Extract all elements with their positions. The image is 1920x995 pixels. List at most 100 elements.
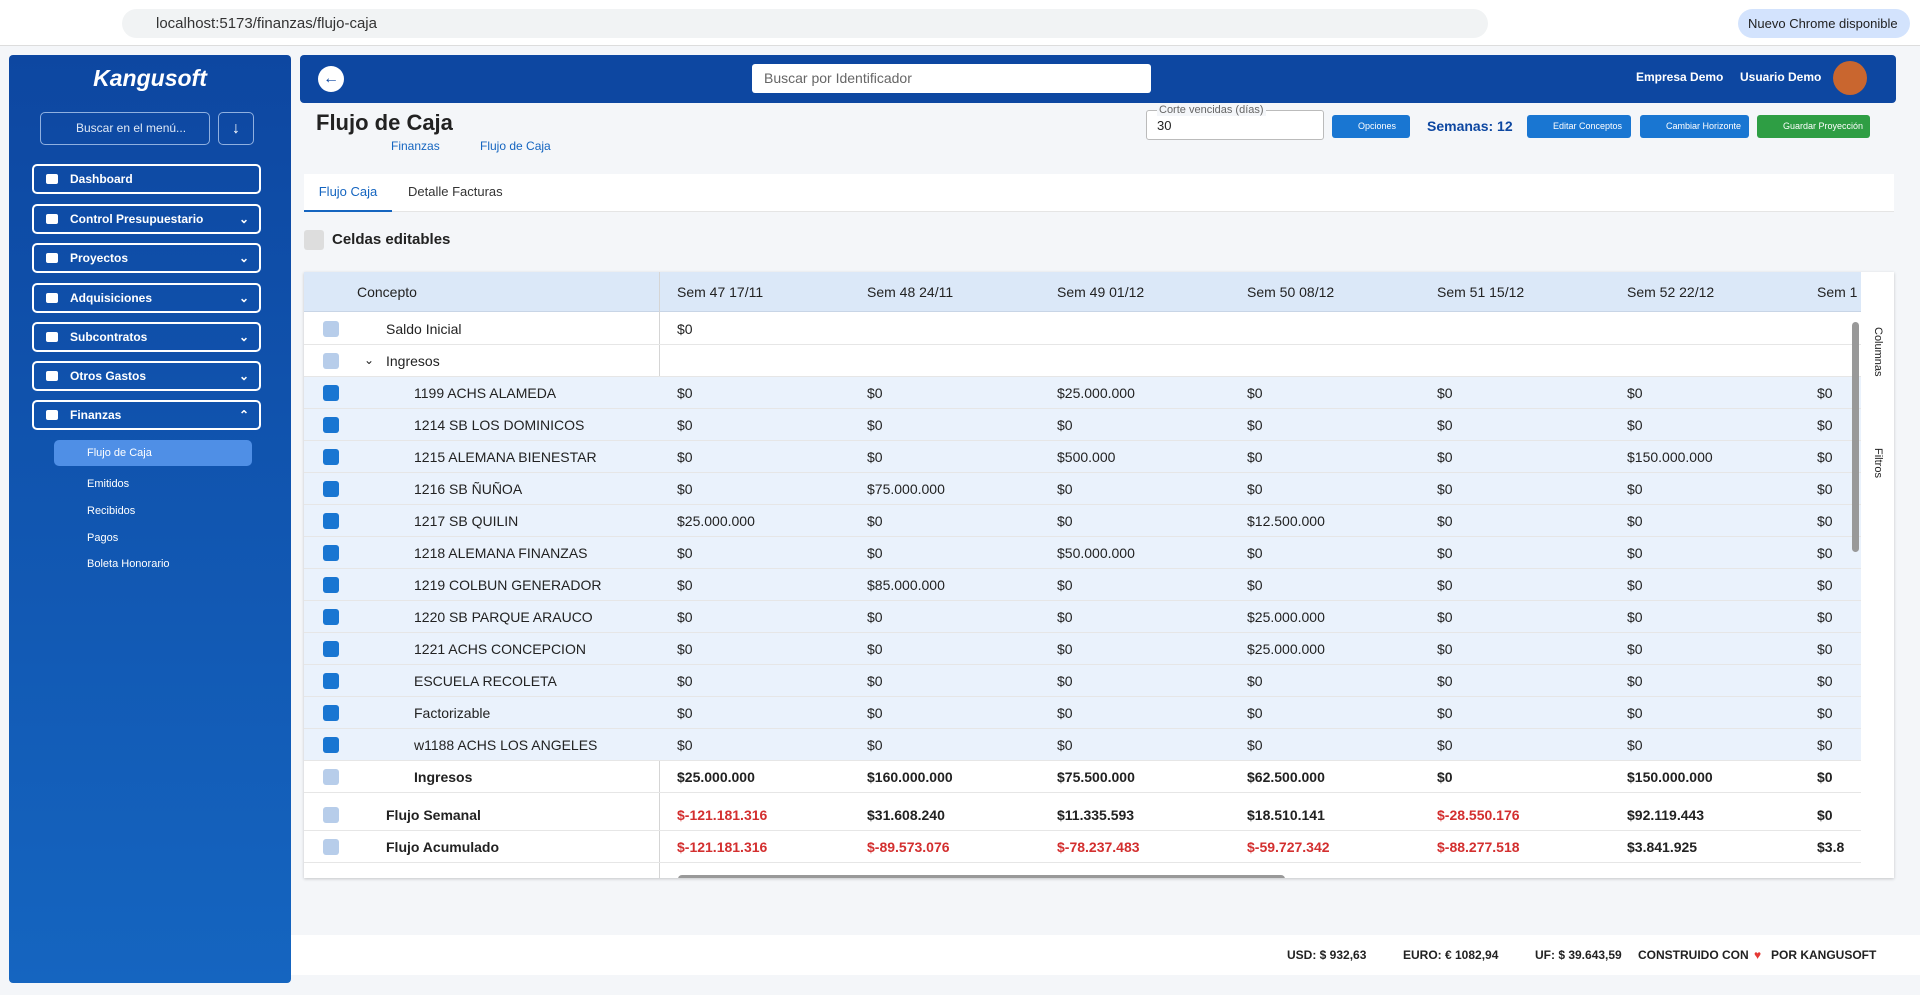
h-scrollbar[interactable] xyxy=(678,875,1285,878)
row: Saldo Inicial $0 xyxy=(304,313,1861,345)
menu-item[interactable]: Proyectos ⌄ xyxy=(32,243,261,273)
checkbox[interactable] xyxy=(323,545,339,561)
checkbox[interactable] xyxy=(323,577,339,593)
cell: $0 xyxy=(1437,673,1453,689)
checkbox[interactable] xyxy=(323,449,339,465)
cell: $3.8 xyxy=(1817,839,1845,855)
euro: EURO: € 1082,94 xyxy=(1403,948,1499,962)
column-header[interactable]: Sem 48 24/11 xyxy=(867,284,954,300)
checkbox[interactable] xyxy=(323,705,339,721)
chevron: ⌃ xyxy=(238,408,249,422)
corte-value: 30 xyxy=(1157,118,1172,133)
cell: $160.000.000 xyxy=(867,769,953,785)
checkbox[interactable] xyxy=(323,353,339,369)
column-header[interactable]: Concepto xyxy=(357,284,417,300)
cell: $0 xyxy=(1627,481,1643,497)
grid: Concepto Sem 47 17/11 Sem 48 24/11 Sem 49 0… xyxy=(304,272,1861,878)
cell: $0 xyxy=(1437,545,1453,561)
checkbox[interactable] xyxy=(323,321,339,337)
editable-label: Celdas editables xyxy=(332,231,451,248)
column-header[interactable]: Sem 51 15/12 xyxy=(1437,284,1525,300)
toggle[interactable] xyxy=(304,230,324,250)
company[interactable]: Empresa Demo xyxy=(1636,70,1724,84)
cell: $0 xyxy=(1437,641,1453,657)
menu-item[interactable]: Otros Gastos ⌄ xyxy=(32,361,261,391)
cell: $0 xyxy=(1817,545,1833,561)
id-search[interactable]: Buscar por Identificador xyxy=(752,64,1151,93)
checkbox[interactable] xyxy=(323,673,339,689)
expander[interactable]: ⌄ xyxy=(364,353,375,367)
user[interactable]: Usuario Demo xyxy=(1740,70,1822,84)
horizon-button[interactable]: Cambiar Horizonte xyxy=(1640,115,1749,138)
menu-item[interactable]: Subcontratos ⌄ xyxy=(32,322,261,352)
cell: $0 xyxy=(1817,577,1833,593)
row-label: Flujo Acumulado xyxy=(386,839,500,855)
checkbox[interactable] xyxy=(323,807,339,823)
checkbox[interactable] xyxy=(323,737,339,753)
row: 1215 ALEMANA BIENESTAR $0 $0 $500.000 $0 $0 $1… xyxy=(304,441,1861,473)
row: ESCUELA RECOLETA $0 $0 $0 $0 $0 $0 $0 xyxy=(304,665,1861,697)
uf: UF: $ 39.643,59 xyxy=(1535,948,1622,962)
column-header[interactable]: Sem 50 08/12 xyxy=(1247,284,1335,300)
checkbox[interactable] xyxy=(323,769,339,785)
address-bar[interactable]: localhost:5173/finanzas/flujo-caja xyxy=(122,9,1488,38)
cell: $0 xyxy=(677,417,693,433)
save-button[interactable]: Guardar Proyección xyxy=(1757,115,1870,138)
menu-item[interactable]: Control Presupuestario ⌄ xyxy=(32,204,261,234)
row-label: 1215 ALEMANA BIENESTAR xyxy=(414,449,597,465)
checkbox[interactable] xyxy=(323,839,339,855)
cell: $0 xyxy=(867,705,883,721)
back-button[interactable]: ← xyxy=(318,66,344,92)
column-header[interactable]: Sem 49 01/12 xyxy=(1057,284,1145,300)
breadcrumb[interactable]: Finanzas xyxy=(391,139,440,153)
cell: $92.119.443 xyxy=(1627,807,1705,823)
cell: $25.000.000 xyxy=(1057,385,1135,401)
cell: $0 xyxy=(677,449,693,465)
breadcrumb[interactable]: Flujo de Caja xyxy=(480,139,551,153)
tab[interactable]: Flujo Caja xyxy=(304,174,392,212)
cell: $0 xyxy=(1627,385,1643,401)
by: POR KANGUSOFT xyxy=(1771,948,1877,962)
corte-input[interactable]: Corte vencidas (días) 30 xyxy=(1146,104,1324,140)
submenu-item[interactable]: Pagos xyxy=(87,532,119,544)
collapse-button[interactable]: ↓ xyxy=(218,112,254,145)
column-header[interactable]: Sem 1 2 xyxy=(1817,284,1861,300)
menu-item[interactable]: Adquisiciones ⌄ xyxy=(32,283,261,313)
row-label: 1199 ACHS ALAMEDA xyxy=(414,385,557,401)
v-scrollbar[interactable] xyxy=(1852,322,1859,552)
submenu-item[interactable]: Recibidos xyxy=(87,505,136,517)
tab[interactable]: Detalle Facturas xyxy=(408,184,503,199)
checkbox[interactable] xyxy=(323,641,339,657)
menu-item[interactable]: Dashboard xyxy=(32,164,261,194)
menu-search[interactable]: Buscar en el menú... xyxy=(40,112,210,145)
cell: $0 xyxy=(1437,481,1453,497)
checkbox[interactable] xyxy=(323,385,339,401)
cell: $-89.573.076 xyxy=(867,839,950,855)
checkbox[interactable] xyxy=(323,513,339,529)
submenu-item[interactable]: Boleta Honorario xyxy=(87,558,170,570)
cell: $0 xyxy=(1817,673,1833,689)
options-button[interactable]: Opciones xyxy=(1332,115,1410,138)
cell: $0 xyxy=(1057,513,1073,529)
update-button[interactable]: Nuevo Chrome disponible xyxy=(1738,9,1910,38)
side-tab[interactable]: Filtros xyxy=(1872,448,1884,478)
cell: $25.000.000 xyxy=(1247,609,1325,625)
menu-item[interactable]: Finanzas ⌃ xyxy=(32,400,261,430)
column-header[interactable]: Sem 47 17/11 xyxy=(677,284,764,300)
submenu-item[interactable]: Flujo de Caja xyxy=(54,440,252,466)
cell: $0 xyxy=(1437,577,1453,593)
top-header: ← Buscar por Identificador Empresa Demo … xyxy=(300,55,1896,103)
edit-button[interactable]: Editar Conceptos xyxy=(1527,115,1631,138)
checkbox[interactable] xyxy=(323,417,339,433)
avatar[interactable] xyxy=(1833,61,1867,95)
submenu-item[interactable]: Emitidos xyxy=(87,478,130,490)
cell: $18.510.141 xyxy=(1247,807,1325,823)
cell: $0 xyxy=(867,609,883,625)
checkbox[interactable] xyxy=(323,609,339,625)
column-header[interactable]: Sem 52 22/12 xyxy=(1627,284,1715,300)
checkbox[interactable] xyxy=(323,481,339,497)
cell: $0 xyxy=(1817,609,1833,625)
side-tab[interactable]: Columnas xyxy=(1872,327,1884,377)
cell: $0 xyxy=(1627,545,1643,561)
